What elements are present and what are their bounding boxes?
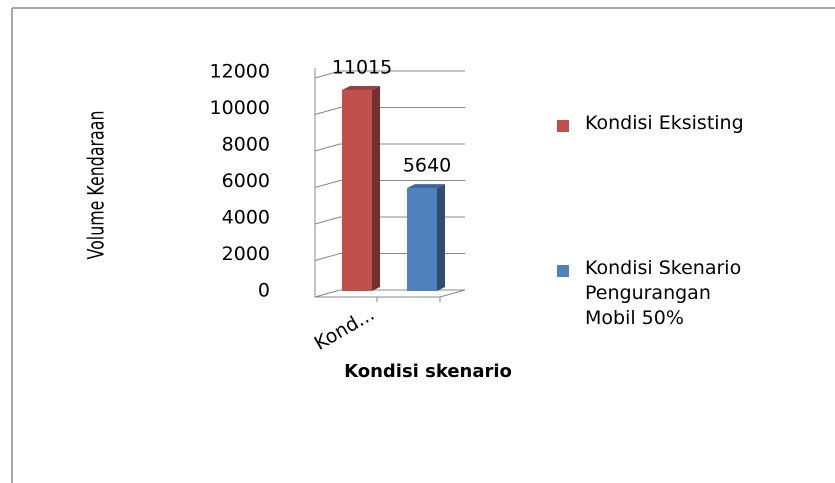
data-label: 5640 (403, 155, 451, 177)
bar-side (372, 85, 380, 291)
legend-swatch (557, 265, 569, 277)
y-tick-label: 12000 (210, 61, 270, 83)
y-axis-title: Volume Kendaraan (83, 111, 109, 260)
grid-line (314, 289, 341, 298)
grid-line (314, 216, 341, 225)
x-tick-label: Kond... (311, 303, 379, 355)
data-label: 11015 (332, 56, 392, 78)
y-tick-label: 4000 (222, 207, 270, 229)
grid-line (314, 70, 341, 79)
grid-line (314, 143, 341, 152)
bar (342, 89, 372, 291)
bar-top (342, 85, 380, 90)
legend-swatch (557, 120, 569, 132)
y-tick-label: 0 (258, 280, 270, 302)
x-axis-title: Kondisi skenario (344, 361, 512, 382)
grid-line (314, 253, 341, 261)
grid-line (314, 107, 341, 115)
y-tick-label: 6000 (222, 170, 270, 192)
legend-label: Kondisi Eksisting (585, 112, 744, 134)
bar (407, 188, 437, 291)
y-tick-label: 2000 (222, 243, 270, 265)
bar-top (407, 184, 445, 189)
bar-side (437, 184, 445, 291)
grid-line (314, 180, 341, 188)
y-tick-label: 8000 (222, 134, 270, 156)
legend-label: Kondisi Skenario Pengurangan Mobil 50% (585, 257, 742, 329)
y-tick-label: 10000 (210, 97, 270, 119)
